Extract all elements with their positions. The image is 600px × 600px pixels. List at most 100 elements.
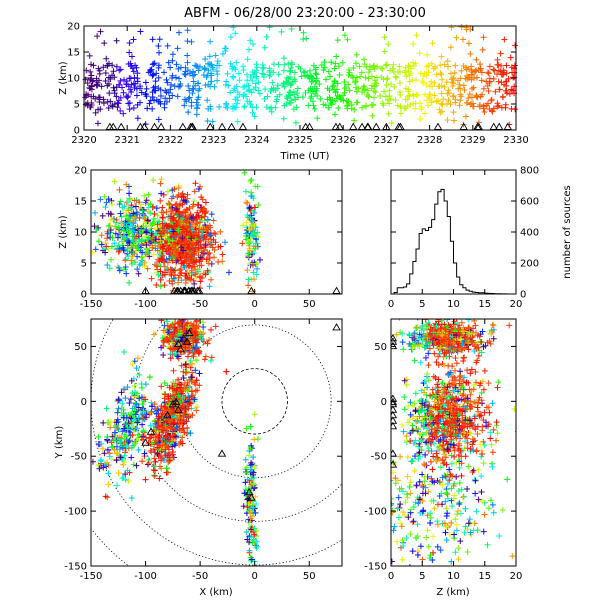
source-point bbox=[438, 319, 445, 324]
source-point bbox=[427, 519, 434, 526]
source-point bbox=[407, 531, 414, 538]
source-point bbox=[245, 282, 252, 289]
source-point bbox=[464, 549, 471, 556]
source-point bbox=[445, 97, 452, 104]
time-height-panel: 2320 2321 2322 2323 2324 2325 2326 2327 2328 2329… bbox=[58, 22, 529, 163]
source-point bbox=[154, 247, 161, 254]
x-tick-label: -150 bbox=[80, 571, 103, 582]
source-point bbox=[371, 83, 378, 90]
x-tick-label: 2326 bbox=[330, 135, 355, 146]
source-point bbox=[486, 63, 493, 70]
source-point bbox=[185, 413, 192, 420]
source-point bbox=[259, 70, 266, 77]
source-point bbox=[210, 217, 217, 224]
source-point bbox=[422, 451, 429, 458]
source-point bbox=[434, 389, 441, 396]
source-point bbox=[250, 250, 257, 257]
source-point bbox=[153, 70, 160, 77]
source-point bbox=[166, 278, 173, 285]
source-point bbox=[168, 252, 175, 259]
source-point bbox=[214, 62, 221, 69]
source-point bbox=[507, 54, 514, 61]
source-point bbox=[172, 319, 179, 322]
source-point bbox=[135, 431, 142, 438]
source-point bbox=[103, 199, 110, 206]
source-point bbox=[180, 259, 187, 266]
source-point bbox=[151, 472, 158, 479]
station-triangle bbox=[174, 339, 183, 347]
source-point bbox=[157, 92, 164, 99]
source-point bbox=[467, 370, 474, 377]
source-point bbox=[444, 481, 451, 488]
source-point bbox=[201, 213, 208, 220]
source-point bbox=[138, 238, 145, 245]
source-point bbox=[142, 476, 149, 483]
source-point bbox=[307, 85, 314, 92]
source-point bbox=[174, 205, 181, 212]
source-point bbox=[241, 103, 248, 110]
source-point bbox=[352, 78, 359, 85]
source-point bbox=[117, 397, 124, 404]
source-point bbox=[182, 280, 189, 287]
x-tick-label: 2329 bbox=[460, 135, 485, 146]
source-point bbox=[82, 94, 89, 101]
source-point bbox=[427, 510, 434, 517]
source-point bbox=[172, 232, 179, 239]
source-point bbox=[193, 239, 200, 246]
source-point bbox=[484, 100, 491, 107]
source-point bbox=[356, 63, 363, 70]
source-point bbox=[312, 78, 319, 85]
source-point bbox=[124, 426, 131, 433]
source-point bbox=[495, 102, 502, 109]
source-point bbox=[122, 255, 129, 262]
source-point bbox=[460, 357, 467, 364]
source-point bbox=[116, 201, 123, 208]
station-triangle bbox=[163, 410, 172, 419]
source-point bbox=[169, 382, 176, 389]
source-point bbox=[163, 247, 170, 254]
source-point bbox=[519, 496, 525, 502]
source-point bbox=[122, 264, 129, 271]
source-point bbox=[430, 453, 437, 460]
source-point bbox=[126, 49, 133, 56]
source-point bbox=[433, 392, 440, 399]
source-point bbox=[169, 454, 176, 461]
source-point bbox=[468, 94, 475, 101]
source-point bbox=[415, 333, 422, 340]
station-triangle bbox=[141, 438, 150, 446]
source-point bbox=[132, 399, 139, 406]
source-point bbox=[173, 424, 180, 431]
source-point bbox=[409, 457, 416, 464]
source-point bbox=[166, 438, 173, 445]
source-point bbox=[131, 383, 138, 390]
source-point bbox=[288, 97, 295, 104]
source-point bbox=[399, 556, 406, 563]
source-point bbox=[150, 446, 157, 453]
station-triangle bbox=[227, 122, 236, 130]
source-point bbox=[158, 422, 165, 429]
source-point bbox=[452, 99, 459, 106]
source-point bbox=[209, 244, 216, 251]
source-point bbox=[251, 113, 258, 120]
source-point bbox=[249, 69, 256, 76]
source-point bbox=[175, 83, 182, 90]
y-tick-label: 15 bbox=[74, 197, 87, 208]
source-point bbox=[463, 26, 470, 33]
source-point bbox=[255, 201, 262, 208]
source-point bbox=[373, 497, 379, 503]
source-point bbox=[236, 91, 243, 98]
source-point bbox=[481, 442, 488, 449]
source-point bbox=[449, 79, 456, 86]
source-point bbox=[190, 353, 197, 360]
source-point bbox=[242, 456, 249, 463]
source-point bbox=[128, 494, 135, 501]
source-point bbox=[115, 397, 122, 404]
source-point bbox=[445, 87, 452, 94]
source-point bbox=[246, 204, 253, 211]
source-point bbox=[365, 93, 372, 100]
source-point bbox=[391, 83, 398, 90]
source-point bbox=[240, 84, 247, 91]
source-point bbox=[508, 105, 515, 112]
source-point bbox=[461, 86, 468, 93]
source-point bbox=[179, 434, 186, 441]
